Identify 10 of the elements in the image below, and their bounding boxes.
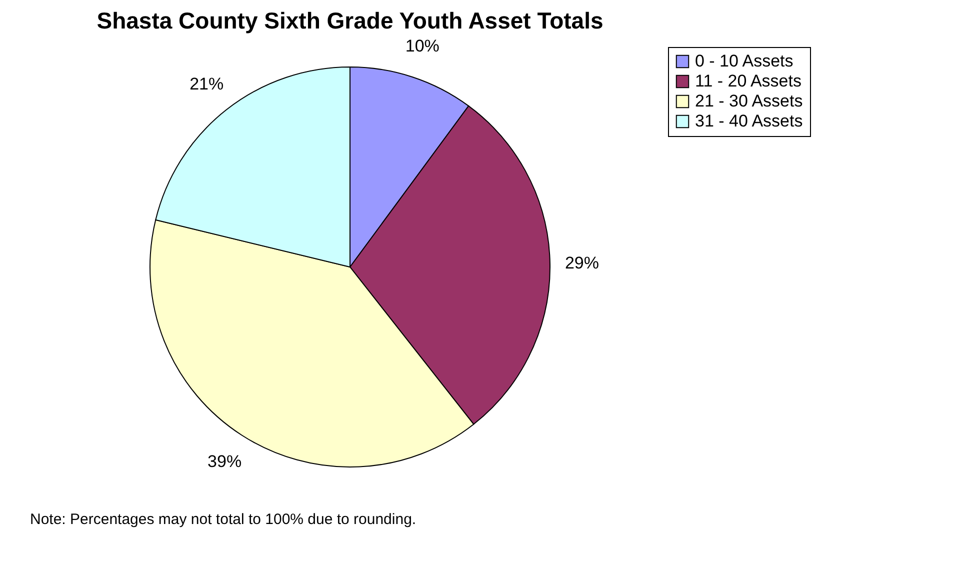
data-label: 39% [208,452,242,472]
legend-label: 11 - 20 Assets [695,72,802,90]
data-label: 29% [564,253,599,272]
legend-label: 21 - 30 Assets [695,92,803,110]
legend-label: 31 - 40 Assets [695,112,803,130]
text: Note: Percentages may not total to 100% due to rounding. [30,511,416,528]
chart-title: Shasta County Sixth Grade Youth Asset Totals [96,8,604,34]
data-label: 10% [405,36,440,56]
legend-label: 0 - 10 Assets [695,52,794,70]
data-label: 21% [190,74,224,94]
